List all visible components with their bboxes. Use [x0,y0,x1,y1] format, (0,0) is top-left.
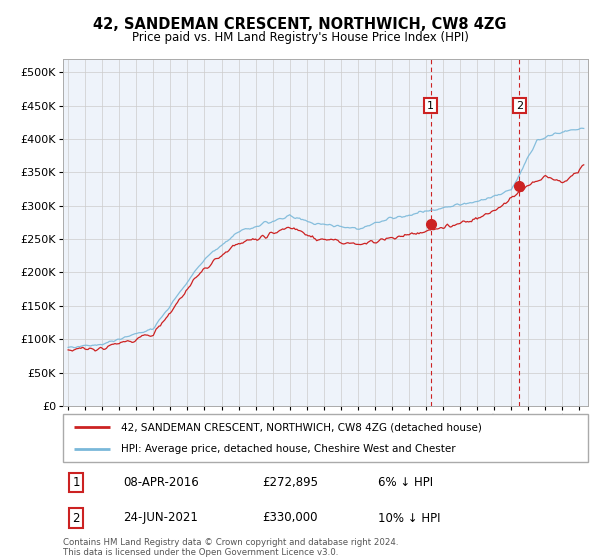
Text: 6% ↓ HPI: 6% ↓ HPI [378,476,433,489]
Text: HPI: Average price, detached house, Cheshire West and Chester: HPI: Average price, detached house, Ches… [121,444,455,454]
Text: 10% ↓ HPI: 10% ↓ HPI [378,511,440,525]
Text: 24-JUN-2021: 24-JUN-2021 [124,511,198,525]
Text: Price paid vs. HM Land Registry's House Price Index (HPI): Price paid vs. HM Land Registry's House … [131,31,469,44]
Text: 42, SANDEMAN CRESCENT, NORTHWICH, CW8 4ZG: 42, SANDEMAN CRESCENT, NORTHWICH, CW8 4Z… [93,17,507,32]
Text: Contains HM Land Registry data © Crown copyright and database right 2024.
This d: Contains HM Land Registry data © Crown c… [63,538,398,557]
Text: 42, SANDEMAN CRESCENT, NORTHWICH, CW8 4ZG (detached house): 42, SANDEMAN CRESCENT, NORTHWICH, CW8 4Z… [121,422,482,432]
Text: 08-APR-2016: 08-APR-2016 [124,476,199,489]
Text: 1: 1 [73,476,80,489]
Text: 1: 1 [427,101,434,110]
Text: £272,895: £272,895 [263,476,319,489]
Text: £330,000: £330,000 [263,511,318,525]
FancyBboxPatch shape [63,414,588,462]
Text: 2: 2 [73,511,80,525]
Text: 2: 2 [516,101,523,110]
